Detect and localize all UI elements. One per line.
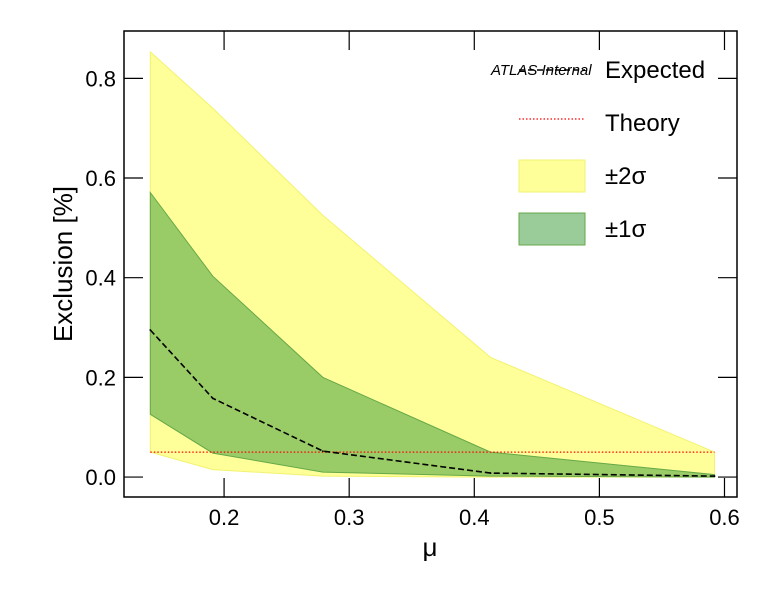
legend-label-band-1sigma: ±1σ xyxy=(605,216,647,243)
x-axis-label: μ xyxy=(423,532,438,562)
expected-point xyxy=(713,475,716,477)
legend: Expected Theory ±2σ ±1σ xyxy=(518,57,705,246)
y-tick-label: 0.0 xyxy=(85,465,116,490)
legend-label-band-2sigma: ±2σ xyxy=(605,163,647,190)
plot-frame xyxy=(123,30,738,498)
expected-point xyxy=(322,450,324,453)
y-tick-label: 0.4 xyxy=(85,266,116,291)
legend-label-expected: Expected xyxy=(605,57,705,84)
x-tick-label: 0.4 xyxy=(459,505,490,530)
expected-point xyxy=(211,397,214,400)
plot-area xyxy=(149,50,716,478)
legend-1sigma-swatch xyxy=(518,212,586,246)
expected-point xyxy=(149,329,152,331)
band-1sigma xyxy=(149,190,715,478)
axis-ticks: 0.2 0.3 0.4 0.5 0.6 0.0 0.2 0.4 0.6 0.8 xyxy=(85,31,740,530)
y-tick-label: 0.6 xyxy=(85,166,116,191)
expected-point xyxy=(489,472,492,474)
x-tick-label: 0.6 xyxy=(709,505,740,530)
y-tick-label: 0.8 xyxy=(85,66,116,91)
y-tick-label: 0.2 xyxy=(85,365,116,390)
legend-label-theory: Theory xyxy=(605,110,680,137)
x-tick-label: 0.5 xyxy=(584,505,615,530)
x-tick-label: 0.2 xyxy=(209,505,240,530)
y-axis-label: Exclusion [%] xyxy=(48,186,78,342)
x-tick-label: 0.3 xyxy=(334,505,365,530)
legend-2sigma-swatch xyxy=(518,159,586,193)
